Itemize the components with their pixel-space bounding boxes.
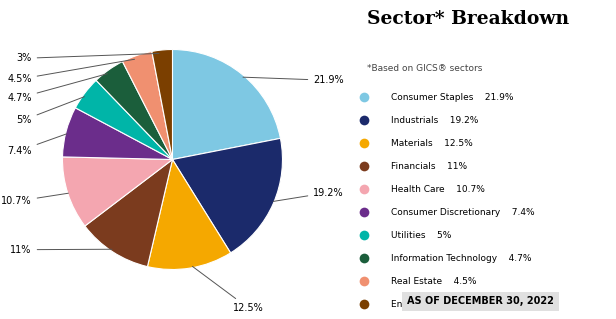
Text: 10.7%: 10.7% (1, 193, 68, 206)
Text: Energy    3%: Energy 3% (391, 300, 448, 308)
Text: Financials    11%: Financials 11% (391, 162, 467, 171)
Text: Utilities    5%: Utilities 5% (391, 231, 452, 240)
Text: *Based on GICS® sectors: *Based on GICS® sectors (367, 64, 482, 73)
Text: Real Estate    4.5%: Real Estate 4.5% (391, 277, 477, 286)
Text: Sector* Breakdown: Sector* Breakdown (367, 10, 569, 27)
Wedge shape (123, 51, 172, 160)
Wedge shape (62, 157, 172, 226)
Wedge shape (96, 62, 172, 160)
Text: 4.5%: 4.5% (7, 59, 134, 84)
Text: Information Technology    4.7%: Information Technology 4.7% (391, 254, 532, 263)
Text: 7.4%: 7.4% (7, 134, 67, 156)
Wedge shape (152, 49, 172, 160)
Text: 19.2%: 19.2% (273, 188, 344, 201)
Text: Consumer Discretionary    7.4%: Consumer Discretionary 7.4% (391, 208, 535, 217)
Wedge shape (147, 160, 230, 270)
Text: 5%: 5% (16, 97, 84, 125)
Wedge shape (172, 49, 280, 160)
Wedge shape (85, 160, 172, 267)
Text: 4.7%: 4.7% (7, 74, 107, 103)
Text: Health Care    10.7%: Health Care 10.7% (391, 185, 485, 194)
Text: 11%: 11% (10, 245, 112, 255)
Wedge shape (75, 80, 172, 160)
Text: 3%: 3% (17, 53, 159, 63)
Wedge shape (172, 138, 283, 253)
Text: AS OF DECEMBER 30, 2022: AS OF DECEMBER 30, 2022 (407, 296, 554, 307)
Text: Materials    12.5%: Materials 12.5% (391, 139, 473, 148)
Text: 21.9%: 21.9% (243, 75, 344, 85)
Text: 12.5%: 12.5% (192, 266, 264, 313)
Wedge shape (62, 108, 172, 160)
Text: Industrials    19.2%: Industrials 19.2% (391, 116, 479, 125)
Text: Consumer Staples    21.9%: Consumer Staples 21.9% (391, 93, 514, 102)
